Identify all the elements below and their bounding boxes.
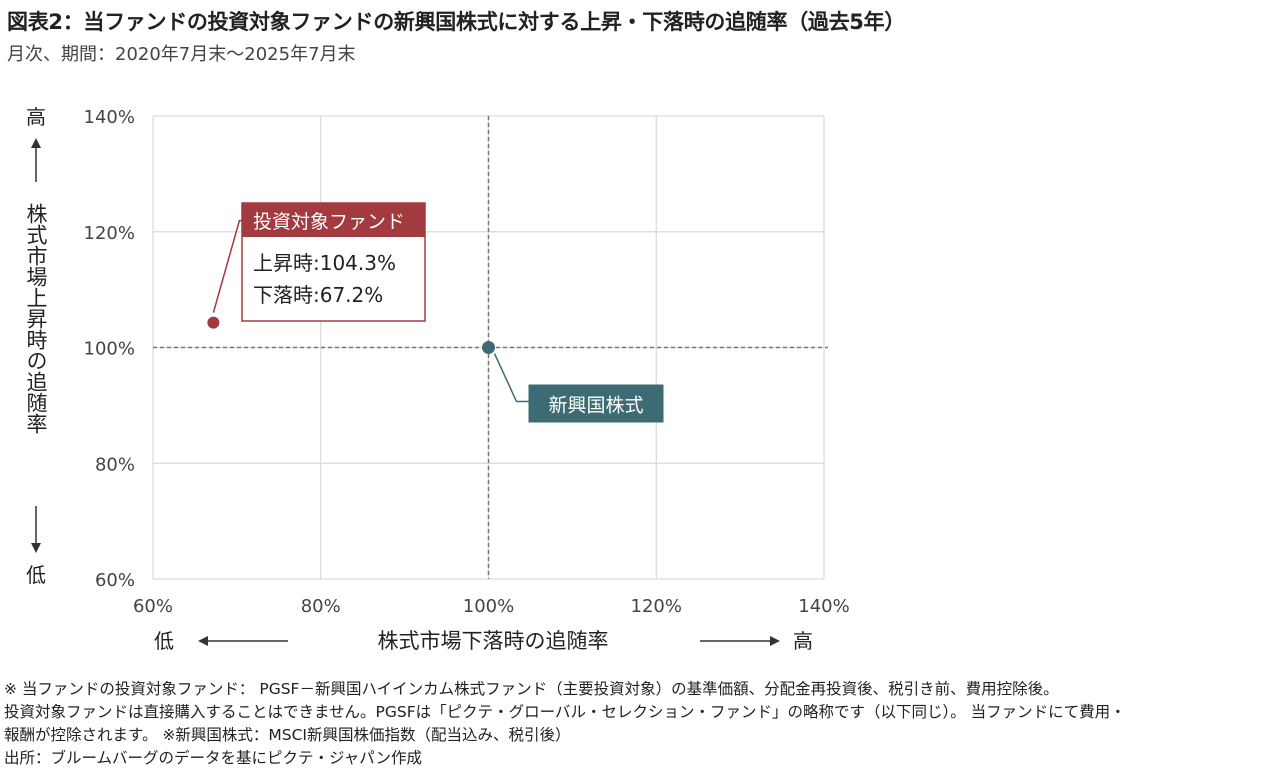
fund-series-label: 投資対象ファンド [253,211,405,233]
fund-callout-header [242,203,425,237]
y-tick-label: 100% [84,339,135,360]
y-axis-low-label: 低 [26,563,46,587]
y-tick-label: 120% [84,223,135,244]
fund-annotation-line: 下落時:67.2% [253,283,383,307]
y-tick-label: 140% [84,107,135,128]
footnotes: ※ 当ファンドの投資対象ファンド： PGSF－新興国ハイインカム株式ファンド（主… [4,678,1284,770]
x-tick-label: 100% [463,596,514,617]
fund-annotation-line: 上昇時:104.3% [253,251,396,275]
benchmark-series-label: 新興国株式 [548,395,643,417]
footnote-line: ※ 当ファンドの投資対象ファンド： PGSF－新興国ハイインカム株式ファンド（主… [4,680,1059,698]
benchmark-data-point [482,341,495,354]
fund-callout-leader [212,219,244,313]
y-axis-label: 株式市場上昇時の追随率 [24,203,48,434]
benchmark-label-box [528,384,664,423]
footnote-line: 投資対象ファンドは直接購入することはできません。PGSFは「ピクテ・グローバル・… [4,703,1126,721]
y-axis-high-label: 高 [26,105,46,129]
axis-ticks: 60% 80% 100% 120% 140% 60% 80% 100% 120% 140% [84,107,850,617]
footnote-line: 報酬が控除されます。 ※新興国株式：MSCI新興国株価指数（配当込み、税引後） [4,726,571,744]
fund-data-point [207,316,220,329]
x-axis-high-label: 高 [793,629,813,653]
y-tick-label: 80% [95,454,135,475]
x-tick-label: 120% [631,596,682,617]
chart-subtitle: 月次、期間：2020年7月末～2025年7月末 [7,44,356,65]
x-axis-label: 株式市場下落時の追随率 [378,629,609,653]
scatter-chart: 60% 80% 100% 120% 140% 60% 80% 100% 120% 140% 投資対… [24,105,850,653]
chart-title: 図表2：当ファンドの投資対象ファンドの新興国株式に対する上昇・下落時の追随率（過… [7,10,906,34]
x-tick-label: 60% [133,596,173,617]
benchmark-callout-leader [493,353,529,403]
x-tick-label: 140% [798,596,849,617]
footnote-line: 出所：ブルームバーグのデータを基にピクテ・ジャパン作成 [4,749,423,767]
x-axis-low-label: 低 [154,629,174,653]
y-tick-label: 60% [95,570,135,591]
x-tick-label: 80% [301,596,341,617]
